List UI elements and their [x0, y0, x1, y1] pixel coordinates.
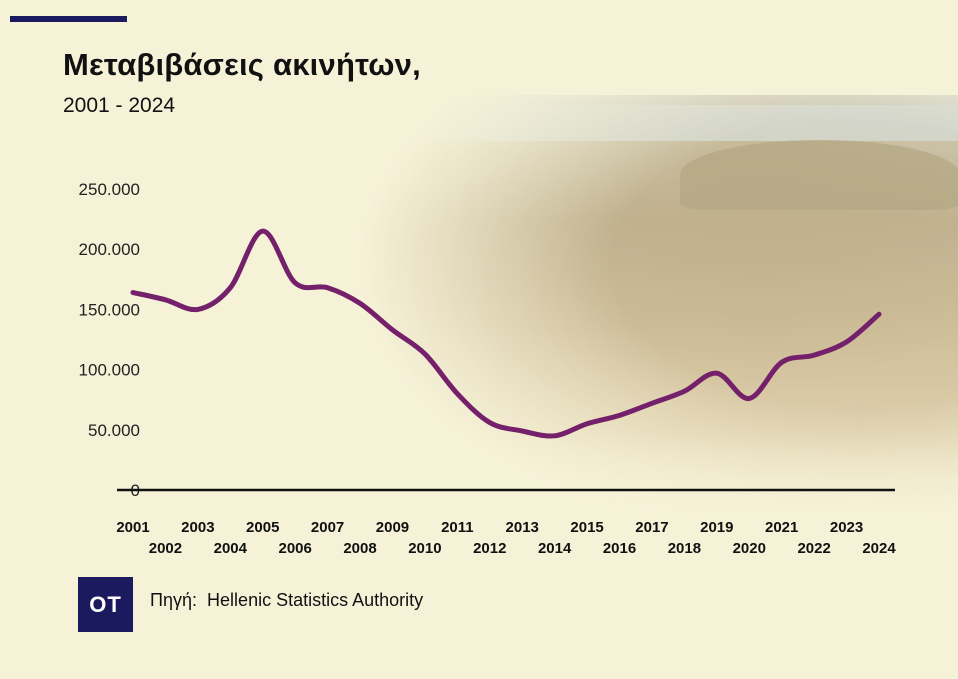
y-tick-label: 50.000: [88, 421, 140, 440]
x-tick-label: 2001: [116, 519, 149, 536]
y-tick-label: 100.000: [79, 361, 140, 380]
source-label: Πηγή:: [150, 590, 198, 610]
source-name: Hellenic Statistics Authority: [207, 590, 424, 610]
series-line: [130, 228, 882, 439]
y-tick-label: 150.000: [79, 300, 140, 319]
x-tick-label: 2019: [700, 519, 733, 536]
x-tick-label: 2021: [765, 519, 798, 536]
x-tick-label: 2008: [343, 540, 376, 557]
chart-subtitle: 2001 - 2024: [63, 94, 176, 117]
accent-bar: [10, 16, 127, 22]
ot-logo: OT: [78, 577, 133, 632]
x-tick-label: 2024: [862, 540, 896, 557]
x-tick-label: 2014: [538, 540, 572, 557]
x-tick-label: 2013: [506, 519, 539, 536]
x-tick-label: 2015: [570, 519, 603, 536]
x-tick-label: 2009: [376, 519, 409, 536]
x-tick-label: 2023: [830, 519, 863, 536]
x-tick-label: 2007: [311, 519, 344, 536]
x-tick-label: 2010: [408, 540, 441, 557]
photo-sea: [300, 105, 958, 141]
source-note: Πηγή: Hellenic Statistics Authority: [150, 590, 423, 611]
x-tick-label: 2003: [181, 519, 214, 536]
x-tick-label: 2017: [635, 519, 668, 536]
photo-hill: [680, 140, 958, 210]
x-tick-label: 2006: [278, 540, 311, 557]
x-tick-label: 2005: [246, 519, 279, 536]
y-tick-label: 250.000: [79, 180, 140, 199]
background-photo: [300, 95, 958, 515]
x-tick-label: 2016: [603, 540, 636, 557]
x-tick-label: 2002: [149, 540, 182, 557]
x-tick-label: 2018: [668, 540, 701, 557]
x-tick-label: 2011: [441, 519, 474, 536]
y-tick-label: 200.000: [79, 240, 140, 259]
x-tick-label: 2012: [473, 540, 506, 557]
x-tick-label: 2020: [733, 540, 766, 557]
chart-title: Μεταβιβάσεις ακινήτων,: [63, 47, 421, 82]
x-tick-label: 2022: [797, 540, 830, 557]
x-tick-label: 2004: [214, 540, 248, 557]
